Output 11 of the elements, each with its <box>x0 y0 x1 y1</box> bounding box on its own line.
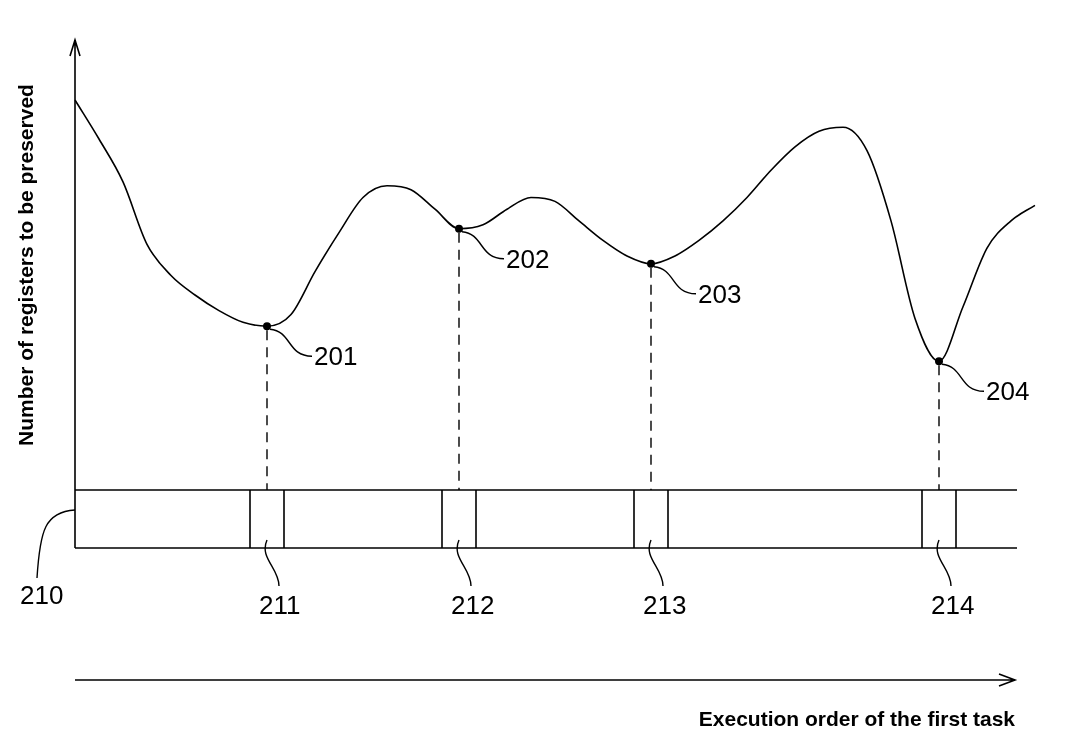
annotation: 204 <box>986 376 1030 407</box>
y-axis-title: Number of registers to be preserved <box>14 84 38 446</box>
annotation: 203 <box>698 278 742 309</box>
text: 214 <box>931 590 975 620</box>
text: 213 <box>643 590 687 620</box>
annotation: 201 <box>314 341 358 372</box>
text: 212 <box>451 590 495 620</box>
text: 210 <box>20 580 64 610</box>
annotation: 202 <box>506 243 550 274</box>
text: Execution order of the first task <box>698 707 1015 730</box>
text: 211 <box>259 590 301 620</box>
